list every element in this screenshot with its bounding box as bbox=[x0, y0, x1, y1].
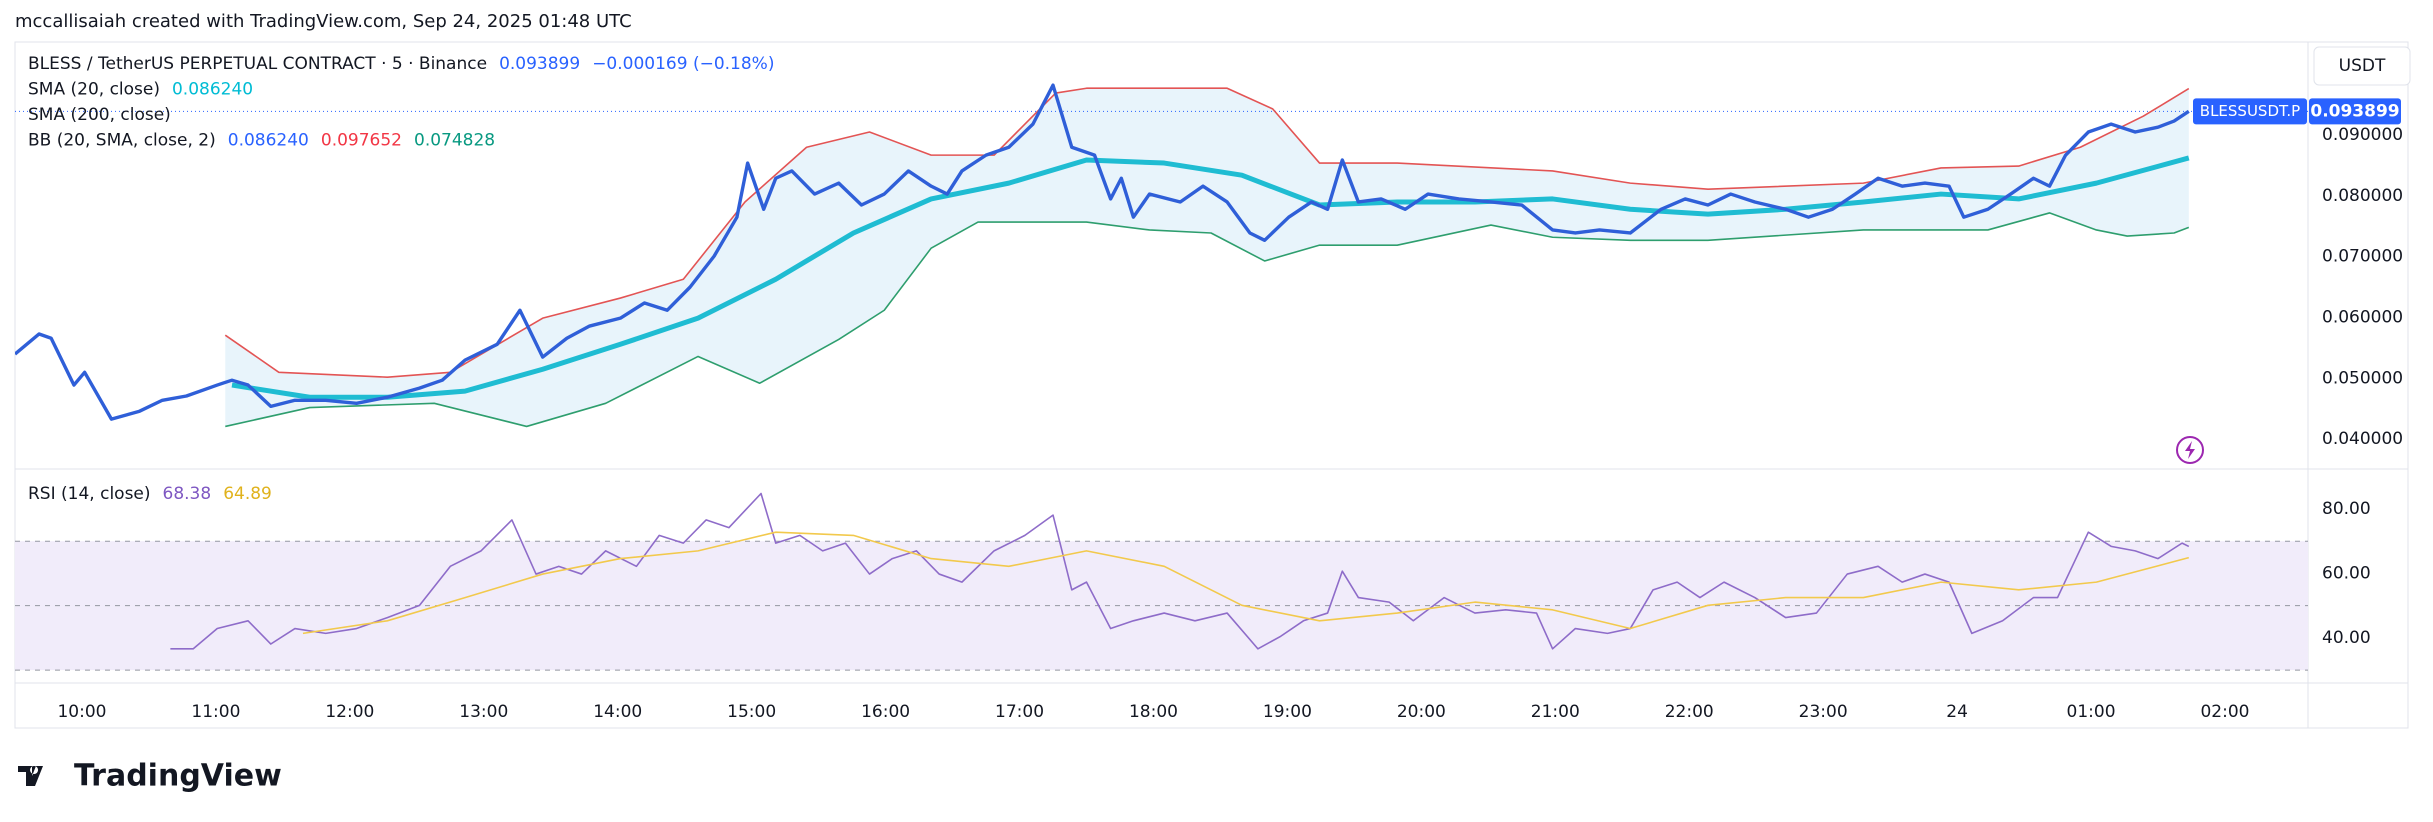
legend-value: −0.000169 (−0.18%) bbox=[592, 54, 774, 74]
legend-text: BLESS / TetherUS PERPETUAL CONTRACT · 5 … bbox=[28, 54, 487, 74]
y-tick-label: 0.050000 bbox=[2322, 368, 2403, 388]
y-tick-label: 0.070000 bbox=[2322, 247, 2403, 267]
series-line bbox=[225, 212, 2190, 428]
legend-text: SMA (20, close) bbox=[28, 80, 160, 100]
y-tick-label: 0.090000 bbox=[2322, 125, 2403, 145]
currency-box bbox=[2313, 46, 2411, 86]
legend-value: 68.38 bbox=[163, 484, 212, 504]
legend-value: 64.89 bbox=[223, 484, 272, 504]
series-line bbox=[15, 83, 2190, 421]
x-tick-label: 23:00 bbox=[1799, 702, 1848, 722]
x-tick-label: 19:00 bbox=[1263, 702, 1312, 722]
legend-value: 0.097652 bbox=[321, 131, 402, 151]
y-tick-label: 60.00 bbox=[2322, 563, 2371, 583]
y-tick-label: 0.060000 bbox=[2322, 308, 2403, 328]
legend-value: 0.086240 bbox=[228, 131, 309, 151]
x-tick-label: 22:00 bbox=[1665, 702, 1714, 722]
x-tick-label: 11:00 bbox=[191, 702, 240, 722]
x-tick-label: 13:00 bbox=[459, 702, 508, 722]
y-tick-label: 0.040000 bbox=[2322, 429, 2403, 449]
header-text: mccallisaiah created with TradingView.co… bbox=[15, 11, 632, 32]
symbol-tag bbox=[2193, 98, 2307, 125]
y-tick-label: 0.080000 bbox=[2322, 186, 2403, 206]
series-line bbox=[170, 492, 2190, 650]
plot bbox=[15, 492, 2308, 671]
tradingview-logo: TradingView bbox=[18, 759, 282, 794]
price-tag bbox=[2309, 98, 2401, 125]
x-tick-label: 12:00 bbox=[325, 702, 374, 722]
legend-value: 0.093899 bbox=[499, 54, 580, 74]
legend-value: 0.086240 bbox=[172, 80, 253, 100]
x-tick-label: 10:00 bbox=[57, 702, 106, 722]
x-tick-label: 17:00 bbox=[995, 702, 1044, 722]
legend-text: RSI (14, close) bbox=[28, 484, 151, 504]
x-tick-label: 24 bbox=[1946, 702, 1968, 722]
legend-value: 0.074828 bbox=[414, 131, 495, 151]
alert-bolt bbox=[2185, 441, 2195, 459]
series-line bbox=[302, 531, 2190, 635]
x-tick-label: 02:00 bbox=[2200, 702, 2249, 722]
symbol-tag-label: BLESSUSDT.P bbox=[2200, 102, 2300, 120]
x-tick-label: 20:00 bbox=[1397, 702, 1446, 722]
chart-frame bbox=[14, 41, 2409, 729]
legend-text: BB (20, SMA, close, 2) bbox=[28, 131, 216, 151]
plot bbox=[15, 83, 2308, 428]
price-tag-label: 0.093899 bbox=[2310, 101, 2399, 121]
currency-label: USDT bbox=[2339, 56, 2386, 76]
x-tick-label: 01:00 bbox=[2067, 702, 2116, 722]
series-line bbox=[231, 155, 2190, 400]
y-tick-label: 80.00 bbox=[2322, 499, 2371, 519]
y-tick-label: 40.00 bbox=[2322, 628, 2371, 648]
x-tick-label: 21:00 bbox=[1531, 702, 1580, 722]
series-line bbox=[224, 87, 2190, 378]
x-tick-label: 15:00 bbox=[727, 702, 776, 722]
x-tick-label: 16:00 bbox=[861, 702, 910, 722]
band-fill bbox=[225, 88, 2189, 427]
x-tick-label: 14:00 bbox=[593, 702, 642, 722]
x-tick-label: 18:00 bbox=[1129, 702, 1178, 722]
alert-icon[interactable] bbox=[2176, 436, 2204, 464]
logo-mark bbox=[18, 766, 43, 786]
legend-text: SMA (200, close) bbox=[28, 105, 171, 125]
brand-name: TradingView bbox=[74, 759, 282, 794]
